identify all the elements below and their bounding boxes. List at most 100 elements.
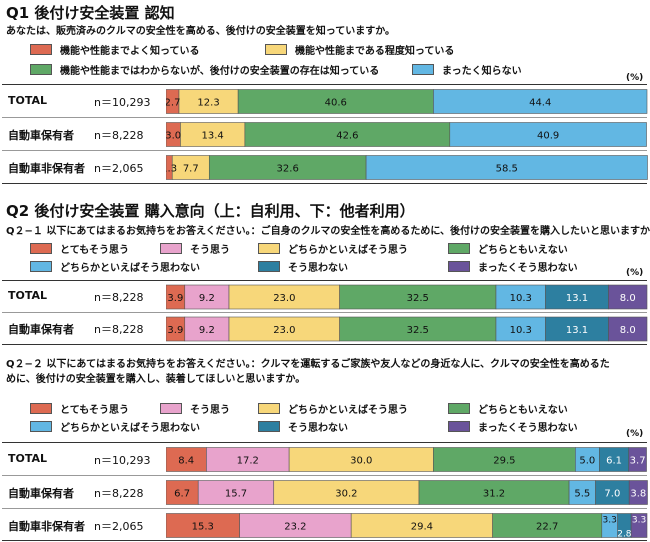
legend-label: どちらかといえばそう思う (288, 405, 408, 416)
legend-label: そう思う (190, 245, 230, 256)
bar-value-label: 5.5 (574, 489, 590, 500)
legend-swatch (265, 44, 287, 55)
bar-value-label: 3.9 (167, 325, 183, 336)
legend-label: そう思わない (288, 423, 348, 434)
bar-segment (608, 316, 648, 342)
bar-segment (197, 480, 275, 505)
row-n-label: n＝8,228 (94, 323, 144, 336)
bar-value-label: 9.2 (199, 293, 215, 304)
q2-title: Q2 後付け安全装置 購入意向（上：自利用、下：他者利用） (6, 202, 415, 220)
bar-value-label: 15.7 (225, 489, 247, 500)
bar-value-label: 44.4 (529, 98, 551, 109)
row-separator (2, 475, 647, 476)
legend-item: とてもそう思う (30, 241, 129, 256)
bar-segment (166, 513, 240, 538)
bar-value-label: 3.3 (632, 516, 646, 526)
legend-swatch (258, 243, 280, 254)
bar-value-label: 8.4 (178, 456, 194, 467)
legend-label: 機能や性能まである程度知っている (295, 46, 455, 57)
bar-value-label: 23.0 (273, 293, 295, 304)
row-label: TOTAL (8, 451, 48, 465)
legend-item: そう思わない (258, 419, 348, 434)
bar-value-label: 40.6 (325, 98, 347, 109)
row-n-label: n＝8,228 (94, 291, 144, 304)
bar-value-label: 6.1 (606, 456, 622, 467)
bar-value-label: 58.5 (496, 164, 518, 175)
legend-item: どちらかといえばそう思わない (30, 419, 200, 434)
bar-segment (630, 513, 648, 538)
legend-label: どちらともいえない (478, 405, 568, 416)
bar-segment (339, 284, 497, 310)
row-separator (2, 150, 647, 151)
row-n-label: n＝2,065 (94, 161, 144, 175)
bar-value-label: 13.1 (566, 325, 588, 336)
stacked-bar-svg: 3.9 9.2 23.0 32.5 10.3 13.1 8.0 3.9 9.2 23.0 32.5 1… (166, 284, 648, 342)
legend-item: そう思わない (258, 259, 348, 274)
legend-swatch (160, 243, 182, 254)
bar-segment (545, 284, 609, 310)
bar-segment (418, 480, 570, 505)
legend-label: まったく知らない (442, 66, 522, 77)
legend-label: とてもそう思う (60, 245, 129, 256)
legend-label: とてもそう思う (60, 405, 129, 416)
bar-value-label: 15.3 (192, 522, 214, 533)
legend-item: まったくそう思わない (448, 419, 578, 434)
legend-item: どちらかといえばそう思わない (30, 259, 200, 274)
legend-swatch (258, 261, 280, 272)
bar-segment (206, 447, 290, 472)
bar-segment (228, 284, 340, 310)
bar-value-label: 32.6 (277, 164, 299, 175)
legend-swatch (448, 261, 470, 272)
bar-value-label: 3.3 (603, 516, 617, 526)
bar-segment (628, 447, 647, 472)
legend-swatch (30, 44, 52, 55)
bar-value-label: 29.5 (493, 456, 515, 467)
bar-segment (433, 89, 648, 114)
bar-segment (575, 447, 600, 472)
stacked-bar-svg: 8.4 17.2 30.0 29.5 5.0 6.1 3.7 6.7 15.7 30.2 31.2 5… (166, 447, 648, 540)
legend-item: まったくそう思わない (448, 259, 578, 274)
q1-subtitle: あなたは、販売済みのクルマの安全性を高める、後付けの安全装置を知っていますか。 (6, 26, 395, 37)
bar-value-label: 2.7 (166, 98, 180, 109)
bar-value-label: 5.0 (579, 456, 595, 467)
legend-item: とてもそう思う (30, 401, 129, 416)
bar-value-label: 3.9 (167, 293, 183, 304)
legend-item: そう思う (160, 401, 230, 416)
bar-segment (273, 480, 420, 505)
bar-segment (350, 513, 493, 538)
legend-label: どちらかといえばそう思わない (60, 263, 200, 274)
row-label: 自動車非保有者 (8, 161, 85, 175)
legend-label: 機能や性能までよく知っている (60, 46, 200, 57)
row-label: 自動車保有者 (8, 323, 74, 336)
legend-swatch (160, 403, 182, 414)
bar-value-label: 6.7 (174, 489, 190, 500)
row-label: TOTAL (8, 93, 48, 107)
row-n-label: n＝8,228 (94, 128, 144, 142)
bar-value-label: 3.7 (630, 456, 646, 467)
bar-value-label: 3.8 (630, 489, 646, 500)
bar-value-label: 30.0 (350, 456, 372, 467)
q1-chart-frame (2, 84, 647, 184)
row-label: 自動車保有者 (8, 486, 74, 500)
bar-segment (568, 480, 596, 505)
bar-segment (208, 155, 367, 180)
bar-segment (166, 447, 207, 472)
bar-segment (545, 316, 609, 342)
legend-label: そう思わない (288, 263, 348, 274)
legend-swatch (30, 64, 52, 75)
bar-value-label: 8.0 (620, 293, 636, 304)
bar-value-label: 40.9 (537, 131, 559, 142)
row-label: 自動車非保有者 (8, 519, 85, 533)
bar-segment (365, 155, 648, 180)
bar-segment (595, 480, 630, 505)
q2-percent-unit: (%) (626, 268, 644, 278)
legend-swatch (448, 403, 470, 414)
bar-segment (184, 316, 230, 342)
legend-swatch (30, 243, 52, 254)
bar-segment (599, 447, 630, 472)
bar-value-label: 12.3 (197, 98, 219, 109)
legend-swatch (258, 421, 280, 432)
bar-segment (433, 447, 576, 472)
q1-title: Q1 後付け安全装置 認知 (6, 4, 175, 22)
bar-segment (180, 122, 246, 147)
